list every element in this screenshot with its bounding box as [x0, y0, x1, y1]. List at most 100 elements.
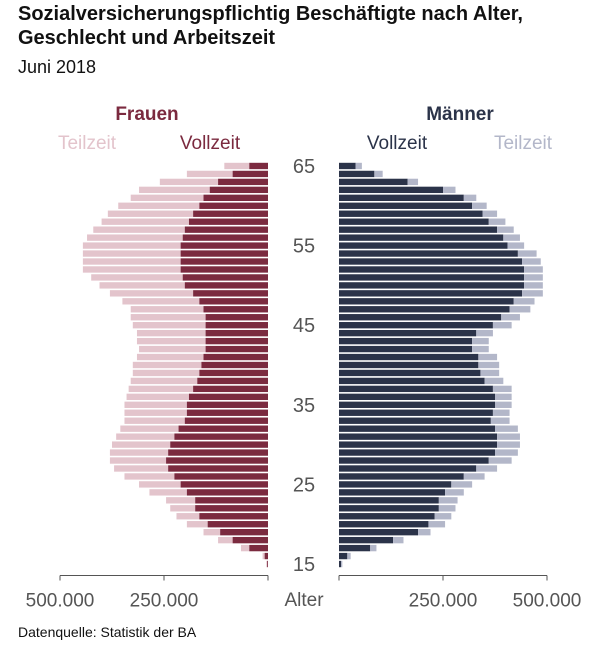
women-part-time-bar — [101, 218, 189, 225]
women-part-time-bar — [124, 417, 185, 424]
men-full-time-bar — [339, 242, 508, 249]
women-full-time-bar — [232, 170, 268, 178]
women-full-time-bar — [180, 481, 268, 488]
women-part-time-bar — [126, 393, 189, 401]
men-part-time-bar — [495, 393, 512, 401]
men-part-time-bar — [370, 544, 377, 552]
men-part-time-bar — [480, 369, 500, 377]
women-full-time-bar — [249, 544, 268, 552]
women-full-time-bar — [232, 536, 268, 544]
men-part-time-bar — [484, 377, 504, 385]
women-part-time-bar — [128, 385, 194, 393]
men-full-time-bar — [339, 377, 485, 385]
men-full-time-bar — [339, 393, 495, 401]
men-part-time-bar — [341, 560, 343, 568]
men-part-time-bar — [507, 242, 525, 249]
women-part-time-bar — [82, 258, 181, 265]
women-full-time-bar — [182, 234, 268, 241]
women-x-tick-label: 250.000 — [130, 591, 199, 612]
women-part-time-bar — [224, 162, 250, 170]
men-part-time-bar — [522, 290, 543, 297]
women-part-time-bar — [122, 298, 200, 305]
women-x-tick-label: 500.000 — [26, 591, 95, 612]
women-full-time-bar — [180, 250, 268, 257]
men-part-time-bar — [522, 258, 541, 265]
women-part-time-bar — [87, 234, 183, 241]
men-full-time-bar — [339, 186, 443, 194]
women-full-time-bar — [186, 489, 268, 496]
men-part-time-bar — [495, 425, 518, 432]
women-part-time-bar — [139, 186, 210, 194]
men-part-time-bar — [478, 353, 498, 361]
men-full-time-bar — [339, 497, 439, 504]
men-full-time-bar — [339, 560, 342, 568]
women-part-time-bar — [109, 449, 169, 456]
women-part-time-bar — [132, 322, 206, 329]
women-full-time-bar — [203, 306, 268, 313]
men-part-time-bar — [488, 457, 512, 464]
women-part-time-bar — [139, 481, 181, 488]
men-full-time-bar — [339, 409, 493, 416]
women-part-time-bar — [159, 178, 219, 186]
women-full-time-bar — [267, 560, 268, 568]
men-part-time-legend: Teilzeit — [494, 133, 553, 154]
women-part-time-bar — [132, 369, 200, 377]
men-part-time-bar — [438, 497, 458, 504]
men-part-time-bar — [501, 314, 520, 321]
men-group-label: Männer — [426, 104, 494, 125]
women-full-time-bar — [205, 337, 268, 345]
women-full-time-bar — [205, 322, 268, 329]
women-full-time-bar — [199, 202, 268, 209]
women-full-time-bar — [184, 226, 268, 233]
women-part-time-bar — [91, 274, 183, 281]
women-full-time-bar — [195, 497, 268, 504]
women-part-time-bar — [114, 465, 169, 472]
women-full-time-bar — [193, 385, 268, 393]
men-full-time-bar — [339, 170, 375, 178]
axes-group: 500.000 250.000 250.000 500.000 15 25 35 45 55 65 — [26, 156, 582, 612]
men-part-time-bar — [497, 226, 514, 233]
men-part-time-bar — [472, 345, 489, 353]
women-part-time-bar — [262, 552, 265, 560]
men-full-time-bar — [339, 258, 523, 265]
women-full-time-bar — [199, 369, 268, 377]
men-x-tick-label: 500.000 — [513, 591, 582, 612]
women-full-time-bar — [170, 441, 268, 448]
women-part-time-bar — [139, 345, 206, 353]
men-part-time-bar — [492, 322, 512, 329]
men-part-time-bar — [355, 162, 362, 170]
women-full-time-bar — [205, 329, 268, 337]
men-part-time-bar — [472, 202, 487, 209]
men-part-time-bar — [374, 170, 383, 178]
women-part-time-bar — [176, 513, 200, 520]
men-full-time-bar — [339, 385, 493, 393]
women-full-time-bar — [199, 513, 268, 520]
men-part-time-bar — [445, 489, 464, 496]
men-part-time-bar — [434, 513, 452, 520]
women-part-time-bar — [218, 536, 233, 544]
men-full-time-bar — [339, 234, 504, 241]
men-part-time-bar — [451, 481, 473, 488]
men-full-time-bar — [339, 449, 495, 456]
age-tick-label: 55 — [293, 236, 315, 258]
women-full-time-bar — [188, 393, 268, 401]
women-full-time-bar — [186, 409, 268, 416]
women-part-time-bar — [124, 409, 187, 416]
men-full-time-bar — [339, 401, 495, 408]
men-part-time-bar — [443, 186, 456, 194]
data-source-note: Datenquelle: Statistik der BA — [18, 624, 197, 640]
men-full-time-legend: Vollzeit — [367, 133, 428, 154]
men-full-time-bar — [339, 457, 489, 464]
women-full-time-bar — [264, 552, 268, 560]
women-part-time-bar — [130, 306, 204, 313]
men-full-time-bar — [339, 473, 464, 480]
men-part-time-bar — [517, 250, 537, 257]
men-full-time-bar — [339, 178, 408, 186]
women-part-time-bar — [109, 457, 167, 464]
women-full-time-bar — [203, 194, 268, 201]
women-part-time-bar — [124, 401, 187, 408]
men-full-time-bar — [339, 513, 435, 520]
men-part-time-bar — [438, 505, 456, 512]
women-full-time-bar — [199, 298, 268, 305]
